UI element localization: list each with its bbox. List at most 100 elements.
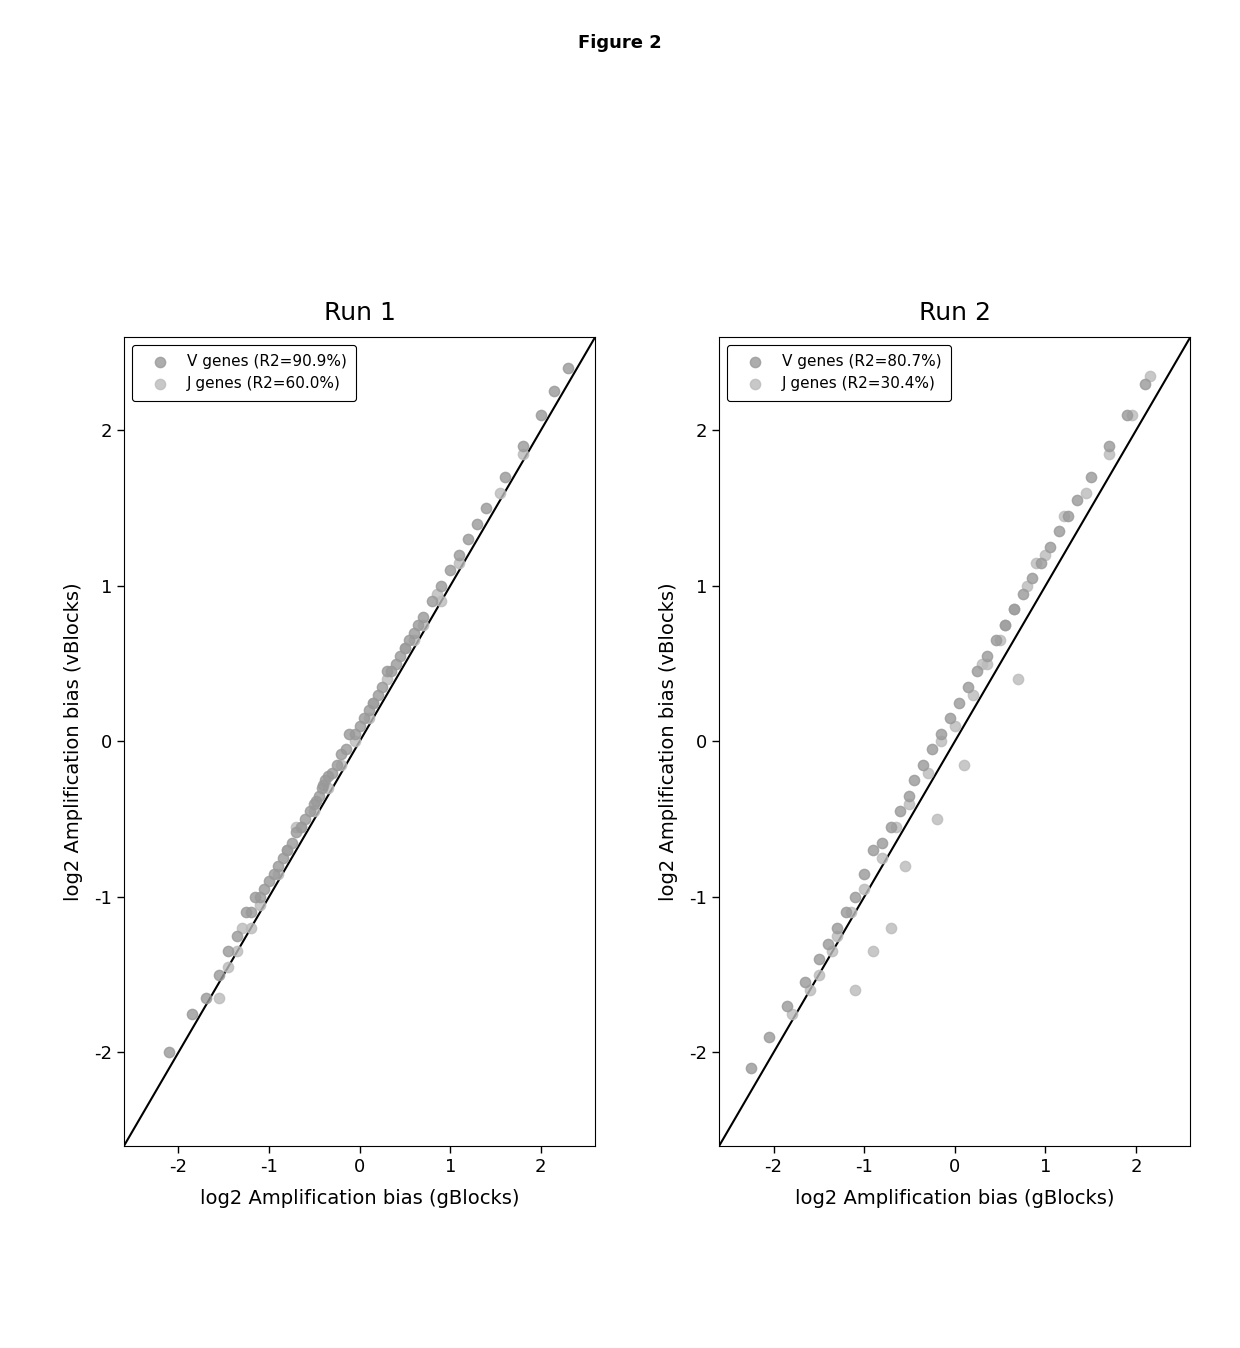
- J genes (R2=60.0%): [232, 917, 252, 938]
- V genes (R2=90.9%): [368, 683, 388, 705]
- V genes (R2=80.7%): [967, 661, 987, 682]
- V genes (R2=80.7%): [846, 886, 866, 907]
- J genes (R2=30.4%): [827, 925, 847, 946]
- J genes (R2=60.0%): [250, 894, 270, 915]
- V genes (R2=90.9%): [295, 809, 315, 830]
- V genes (R2=90.9%): [459, 528, 479, 550]
- J genes (R2=30.4%): [800, 980, 820, 1002]
- J genes (R2=30.4%): [991, 630, 1011, 651]
- V genes (R2=80.7%): [959, 677, 978, 698]
- V genes (R2=90.9%): [495, 466, 515, 488]
- J genes (R2=30.4%): [882, 917, 901, 938]
- V genes (R2=80.7%): [1135, 373, 1154, 395]
- V genes (R2=80.7%): [1013, 582, 1033, 604]
- V genes (R2=80.7%): [1049, 520, 1069, 542]
- V genes (R2=90.9%): [241, 902, 260, 923]
- J genes (R2=30.4%): [1076, 481, 1096, 503]
- J genes (R2=30.4%): [972, 652, 992, 674]
- J genes (R2=60.0%): [427, 582, 446, 604]
- V genes (R2=90.9%): [306, 790, 326, 811]
- V genes (R2=90.9%): [331, 743, 351, 764]
- V genes (R2=80.7%): [977, 646, 997, 667]
- V genes (R2=90.9%): [396, 638, 415, 659]
- V genes (R2=90.9%): [544, 380, 564, 402]
- J genes (R2=30.4%): [977, 652, 997, 674]
- V genes (R2=90.9%): [372, 677, 392, 698]
- V genes (R2=80.7%): [1022, 568, 1042, 589]
- V genes (R2=90.9%): [273, 848, 293, 869]
- V genes (R2=90.9%): [290, 816, 310, 837]
- V genes (R2=80.7%): [742, 1057, 761, 1078]
- J genes (R2=30.4%): [895, 855, 915, 876]
- V genes (R2=90.9%): [182, 1003, 202, 1024]
- V genes (R2=90.9%): [399, 630, 419, 651]
- V genes (R2=80.7%): [913, 754, 932, 775]
- V genes (R2=90.9%): [300, 801, 320, 822]
- V genes (R2=90.9%): [227, 925, 247, 946]
- J genes (R2=60.0%): [227, 941, 247, 962]
- J genes (R2=30.4%): [873, 848, 893, 869]
- J genes (R2=60.0%): [363, 692, 383, 713]
- V genes (R2=80.7%): [994, 613, 1014, 635]
- V genes (R2=80.7%): [940, 708, 960, 729]
- J genes (R2=60.0%): [358, 708, 378, 729]
- V genes (R2=80.7%): [1030, 551, 1050, 573]
- J genes (R2=30.4%): [945, 714, 965, 736]
- V genes (R2=80.7%): [1058, 506, 1078, 527]
- V genes (R2=90.9%): [254, 879, 274, 900]
- V genes (R2=80.7%): [1081, 466, 1101, 488]
- J genes (R2=60.0%): [304, 801, 324, 822]
- J genes (R2=60.0%): [290, 816, 310, 837]
- J genes (R2=30.4%): [1027, 551, 1047, 573]
- V genes (R2=90.9%): [268, 855, 288, 876]
- V genes (R2=90.9%): [322, 762, 342, 783]
- V genes (R2=90.9%): [404, 621, 424, 643]
- J genes (R2=30.4%): [918, 762, 937, 783]
- V genes (R2=90.9%): [336, 739, 356, 760]
- V genes (R2=90.9%): [278, 840, 298, 861]
- V genes (R2=90.9%): [311, 778, 331, 799]
- J genes (R2=60.0%): [241, 917, 260, 938]
- V genes (R2=90.9%): [432, 576, 451, 597]
- V genes (R2=80.7%): [808, 949, 828, 971]
- J genes (R2=30.4%): [863, 941, 883, 962]
- Legend: V genes (R2=90.9%), J genes (R2=60.0%): V genes (R2=90.9%), J genes (R2=60.0%): [131, 345, 356, 400]
- V genes (R2=90.9%): [339, 723, 358, 744]
- J genes (R2=30.4%): [1099, 443, 1118, 465]
- J genes (R2=30.4%): [1003, 599, 1023, 620]
- V genes (R2=90.9%): [467, 512, 487, 534]
- V genes (R2=90.9%): [363, 692, 383, 713]
- J genes (R2=30.4%): [1008, 669, 1028, 690]
- J genes (R2=60.0%): [377, 669, 397, 690]
- V genes (R2=90.9%): [355, 708, 374, 729]
- V genes (R2=90.9%): [440, 559, 460, 581]
- Text: Figure 2: Figure 2: [578, 34, 662, 51]
- J genes (R2=30.4%): [926, 809, 946, 830]
- J genes (R2=60.0%): [317, 778, 337, 799]
- V genes (R2=80.7%): [1068, 489, 1087, 511]
- V genes (R2=80.7%): [818, 933, 838, 954]
- V genes (R2=90.9%): [413, 607, 433, 628]
- V genes (R2=90.9%): [382, 661, 402, 682]
- V genes (R2=90.9%): [408, 613, 429, 635]
- J genes (R2=30.4%): [822, 941, 842, 962]
- V genes (R2=80.7%): [873, 832, 893, 853]
- V genes (R2=80.7%): [1040, 537, 1060, 558]
- V genes (R2=90.9%): [345, 723, 365, 744]
- V genes (R2=90.9%): [358, 700, 378, 721]
- V genes (R2=90.9%): [391, 646, 410, 667]
- Legend: V genes (R2=80.7%), J genes (R2=30.4%): V genes (R2=80.7%), J genes (R2=30.4%): [727, 345, 951, 400]
- J genes (R2=60.0%): [331, 754, 351, 775]
- V genes (R2=90.9%): [246, 886, 265, 907]
- V genes (R2=80.7%): [827, 917, 847, 938]
- V genes (R2=90.9%): [281, 832, 301, 853]
- V genes (R2=80.7%): [986, 630, 1006, 651]
- V genes (R2=90.9%): [196, 987, 216, 1008]
- Y-axis label: log2 Amplification bias (vBlocks): log2 Amplification bias (vBlocks): [660, 582, 678, 900]
- V genes (R2=90.9%): [317, 764, 337, 786]
- V genes (R2=80.7%): [890, 801, 910, 822]
- J genes (R2=60.0%): [404, 630, 424, 651]
- X-axis label: log2 Amplification bias (gBlocks): log2 Amplification bias (gBlocks): [200, 1189, 520, 1209]
- V genes (R2=80.7%): [836, 902, 856, 923]
- J genes (R2=30.4%): [854, 879, 874, 900]
